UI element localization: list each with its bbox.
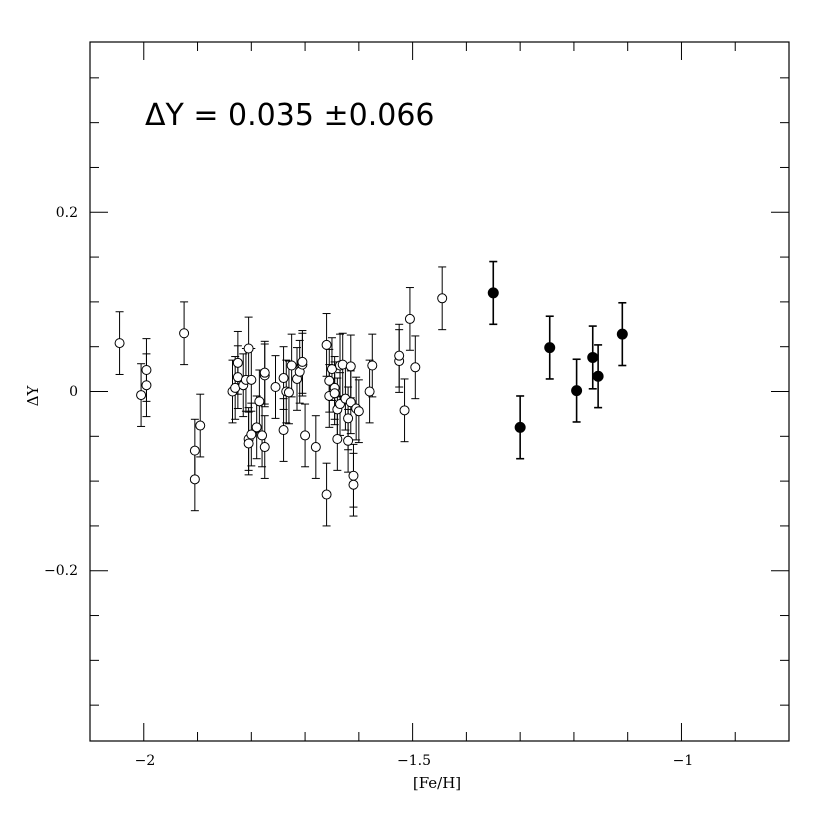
open-data-point (300, 430, 311, 441)
open-data-point (329, 388, 340, 399)
open-data-point (243, 343, 254, 354)
open-data-point (345, 397, 356, 408)
open-data-point (179, 328, 190, 339)
x-tick-label: −1.5 (397, 753, 431, 769)
x-axis-label: [Fe/H] (413, 774, 461, 792)
open-data-point (278, 373, 289, 384)
open-data-point (310, 442, 321, 453)
axis-ticks (89, 42, 790, 741)
open-data-point (364, 386, 375, 397)
open-data-point (353, 406, 364, 417)
x-tick-label: −1 (673, 753, 694, 769)
y-axis-label: ΔY (24, 385, 42, 407)
plot-frame (89, 41, 790, 742)
y-tick-label: 0.2 (56, 205, 78, 221)
open-data-point (410, 362, 421, 373)
open-data-point (348, 470, 359, 481)
open-data-point (324, 375, 335, 386)
open-data-point (343, 435, 354, 446)
filled-data-point (487, 287, 499, 299)
x-tick-label: −2 (135, 753, 156, 769)
filled-data-point (587, 351, 599, 363)
y-tick-label: −0.2 (44, 563, 78, 579)
open-data-point (270, 382, 281, 393)
open-data-point (286, 360, 297, 371)
open-data-point (283, 387, 294, 398)
filled-data-point (616, 328, 628, 340)
open-data-point (189, 474, 200, 485)
open-data-point (321, 489, 332, 500)
open-data-point (246, 374, 257, 385)
open-data-point (246, 429, 257, 440)
open-data-point (232, 357, 243, 368)
open-data-point (141, 380, 152, 391)
open-data-point (367, 360, 378, 371)
filled-data-point (571, 385, 583, 397)
open-data-point (348, 479, 359, 490)
y-tick-label: 0 (69, 384, 78, 400)
open-data-point (437, 293, 448, 304)
filled-data-point (544, 342, 556, 354)
open-data-point (394, 350, 405, 361)
open-data-point (195, 420, 206, 431)
filled-data-point (514, 421, 526, 433)
filled-data-point (592, 370, 604, 382)
open-data-point (189, 445, 200, 456)
open-data-point (251, 422, 262, 433)
open-data-point (332, 433, 343, 444)
delta-y-annotation: ΔY = 0.035 ±0.066 (145, 98, 435, 133)
open-data-point (343, 413, 354, 424)
open-data-point (404, 313, 415, 324)
open-data-point (345, 361, 356, 372)
open-data-point (297, 356, 308, 367)
open-data-point (243, 438, 254, 449)
open-data-point (259, 367, 270, 378)
open-data-point (136, 390, 147, 401)
open-data-point (399, 405, 410, 416)
open-data-point (326, 364, 337, 375)
open-data-point (337, 359, 348, 370)
open-data-point (114, 338, 125, 349)
data-points (114, 287, 628, 500)
open-data-point (254, 396, 265, 407)
open-data-point (257, 430, 268, 441)
open-data-point (321, 339, 332, 350)
open-data-point (141, 364, 152, 375)
open-data-point (278, 425, 289, 436)
open-data-point (259, 442, 270, 453)
